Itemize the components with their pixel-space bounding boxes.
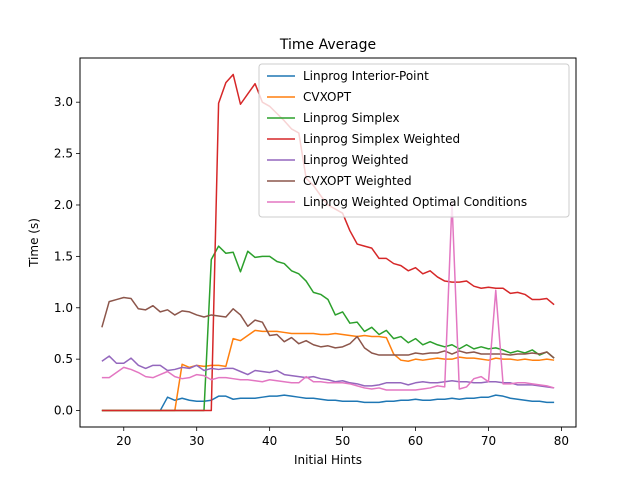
series-line-2: [101, 329, 555, 412]
y-tick-label: 0.5: [54, 352, 73, 366]
x-axis-label: Initial Hints: [294, 453, 362, 467]
legend-label: Linprog Simplex: [303, 111, 400, 125]
x-tick-label: 20: [116, 434, 131, 448]
y-tick-label: 0.0: [54, 404, 73, 418]
x-tick-label: 40: [262, 434, 277, 448]
legend-label: Linprog Weighted: [303, 153, 409, 167]
plot-frame: [79, 57, 577, 428]
series-line-5: [101, 355, 555, 389]
series-line-6: [101, 296, 555, 359]
legend-label: Linprog Weighted Optimal Conditions: [303, 195, 527, 209]
y-axis-label: Time (s): [27, 218, 41, 268]
y-tick-label: 1.0: [54, 301, 73, 315]
x-tick-label: 80: [554, 434, 569, 448]
x-axis: 20 30 40 50 60 70 80: [116, 427, 569, 448]
y-tick-label: 3.0: [54, 95, 73, 109]
legend-label: CVXOPT Weighted: [303, 174, 412, 188]
legend-box: [258, 63, 570, 218]
x-tick-label: 50: [335, 434, 350, 448]
series-line-7: [101, 201, 555, 391]
legend-label: Linprog Interior-Point: [303, 69, 429, 83]
y-tick-label: 1.5: [54, 249, 73, 263]
chart-title: Time Average: [279, 37, 376, 53]
legend: Linprog Interior-Point CVXOPT Linprog Simp…: [258, 63, 570, 218]
y-axis: 0.0 0.5 1.0 1.5 2.0 2.5 3.0: [54, 95, 80, 418]
legend-label: CVXOPT: [303, 90, 352, 104]
x-tick-label: 70: [481, 434, 496, 448]
x-tick-label: 30: [189, 434, 204, 448]
y-tick-label: 2.0: [54, 198, 73, 212]
y-tick-label: 2.5: [54, 147, 73, 161]
legend-label: Linprog Simplex Weighted: [303, 132, 460, 146]
x-tick-label: 60: [408, 434, 423, 448]
